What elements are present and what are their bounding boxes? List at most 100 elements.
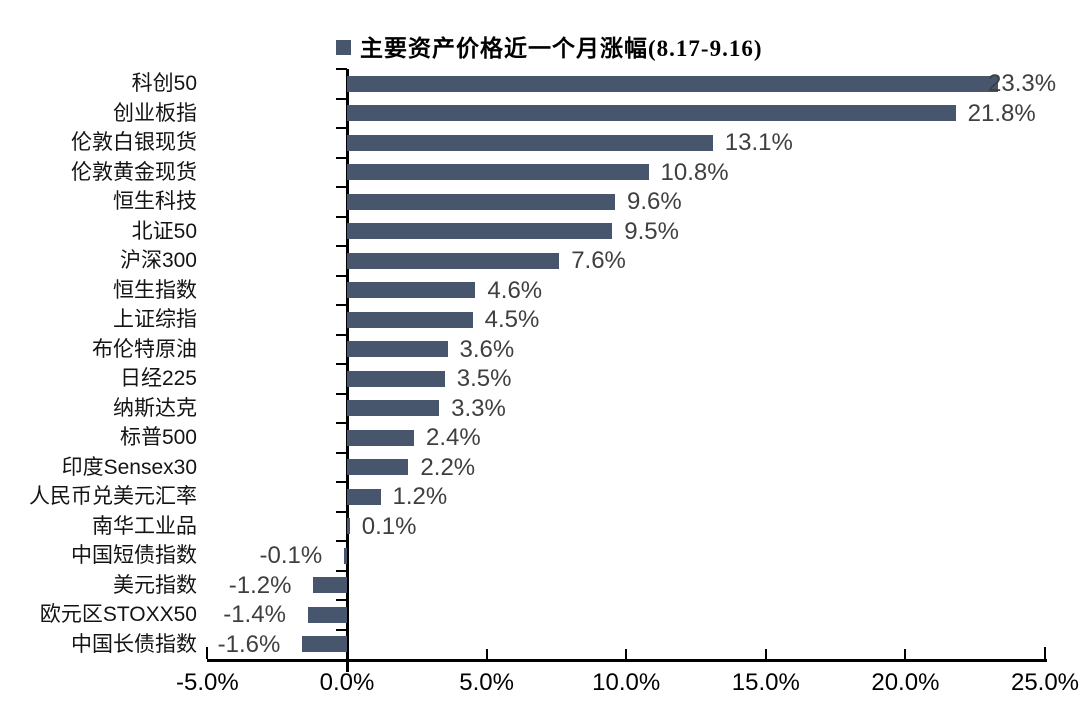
category-label: 创业板指 xyxy=(113,101,197,125)
x-tick-label: -5.0% xyxy=(176,669,239,696)
value-label: 3.3% xyxy=(451,394,506,422)
category-label: 布伦特原油 xyxy=(92,337,197,361)
value-label: 4.5% xyxy=(484,306,540,333)
bar xyxy=(347,341,448,358)
bar xyxy=(307,606,347,623)
bar xyxy=(347,105,956,122)
bar xyxy=(347,400,440,417)
x-axis-tick xyxy=(764,649,767,659)
value-label: 23.3% xyxy=(988,70,1057,97)
y-axis-tick xyxy=(336,68,347,70)
x-axis-tick xyxy=(1044,647,1046,659)
y-axis-tick xyxy=(336,333,347,336)
value-label: -1.6% xyxy=(217,630,281,658)
category-label: 美元指数 xyxy=(113,573,197,597)
y-axis-tick xyxy=(336,97,347,100)
value-label: -1.4% xyxy=(223,601,286,628)
x-axis-tick xyxy=(346,649,348,659)
y-axis-tick xyxy=(336,422,347,424)
value-label: 4.6% xyxy=(487,276,543,304)
bar xyxy=(347,134,713,151)
y-axis-tick xyxy=(336,156,347,159)
category-label: 日经225 xyxy=(119,367,197,390)
value-label: 3.5% xyxy=(456,365,512,392)
y-axis-tick xyxy=(336,304,347,306)
chart-title: 主要资产价格近一个月涨幅(8.17-9.16) xyxy=(360,36,763,61)
category-label: 上证综指 xyxy=(113,308,197,331)
y-axis-tick xyxy=(336,599,347,601)
category-label: 恒生指数 xyxy=(113,278,197,302)
category-label: 中国短债指数 xyxy=(71,544,197,567)
x-axis-line xyxy=(207,659,1047,662)
category-label: 科创50 xyxy=(131,72,197,95)
value-label: 9.6% xyxy=(627,188,682,215)
y-axis-line xyxy=(345,69,349,672)
bar xyxy=(347,193,616,210)
bar xyxy=(313,577,347,594)
y-axis-tick xyxy=(336,481,347,483)
category-label: 伦敦白银现货 xyxy=(71,131,197,154)
value-label: 7.6% xyxy=(571,247,626,274)
y-axis-tick xyxy=(336,245,347,247)
value-label: -0.1% xyxy=(259,542,323,569)
bar xyxy=(344,547,347,564)
bar xyxy=(347,518,350,535)
bar xyxy=(347,488,381,505)
value-label: 9.5% xyxy=(624,217,679,245)
category-label: 南华工业品 xyxy=(92,514,197,538)
category-label: 欧元区STOXX50 xyxy=(39,603,197,626)
bar xyxy=(347,311,473,328)
y-axis-tick xyxy=(336,451,347,454)
category-label: 中国长债指数 xyxy=(71,632,197,656)
x-axis-tick xyxy=(904,649,907,659)
category-label: 人民币兑美元汇率 xyxy=(29,485,197,508)
bar xyxy=(302,636,347,653)
bar xyxy=(347,429,414,446)
y-axis-tick xyxy=(336,186,347,188)
x-tick-label: 0.0% xyxy=(319,669,375,696)
category-label: 纳斯达克 xyxy=(113,396,197,420)
chart-legend: 主要资产价格近一个月涨幅(8.17-9.16) xyxy=(336,29,762,63)
legend-marker-icon xyxy=(336,39,351,55)
x-tick-label: 10.0% xyxy=(592,669,661,696)
value-label: 21.8% xyxy=(967,99,1036,127)
bar xyxy=(347,223,613,240)
bar xyxy=(347,252,560,269)
category-label: 北证50 xyxy=(131,219,197,243)
category-label: 沪深300 xyxy=(119,249,197,272)
x-axis-tick xyxy=(206,647,209,659)
value-label: 10.8% xyxy=(660,158,729,186)
bar xyxy=(347,459,409,476)
bar xyxy=(347,164,649,181)
y-axis-tick xyxy=(336,274,347,277)
y-axis-tick xyxy=(336,392,347,395)
value-label: 3.6% xyxy=(459,335,515,363)
y-axis-tick xyxy=(336,510,347,513)
y-axis-tick xyxy=(336,215,347,218)
x-tick-label: 5.0% xyxy=(459,669,514,696)
x-axis-tick xyxy=(625,649,628,659)
value-label: 0.1% xyxy=(361,512,417,540)
value-label: 13.1% xyxy=(724,129,793,156)
x-tick-label: 15.0% xyxy=(731,669,800,696)
x-axis-tick xyxy=(485,649,488,659)
x-tick-label: 20.0% xyxy=(871,669,940,696)
x-tick-label: 25.0% xyxy=(1010,669,1080,696)
bar xyxy=(347,75,998,92)
y-axis-tick xyxy=(336,363,347,365)
category-label: 伦敦黄金现货 xyxy=(71,160,197,184)
bar xyxy=(347,370,445,387)
y-axis-tick xyxy=(336,127,347,129)
category-label: 印度Sensex30 xyxy=(61,455,197,479)
y-axis-tick xyxy=(336,569,347,572)
y-axis-tick xyxy=(336,628,347,631)
bar xyxy=(347,282,476,299)
value-label: -1.2% xyxy=(228,571,292,599)
y-axis-tick xyxy=(336,540,347,542)
value-label: 1.2% xyxy=(392,483,448,510)
category-label: 恒生科技 xyxy=(113,190,197,213)
value-label: 2.2% xyxy=(420,453,476,481)
category-label: 标普500 xyxy=(119,426,197,449)
